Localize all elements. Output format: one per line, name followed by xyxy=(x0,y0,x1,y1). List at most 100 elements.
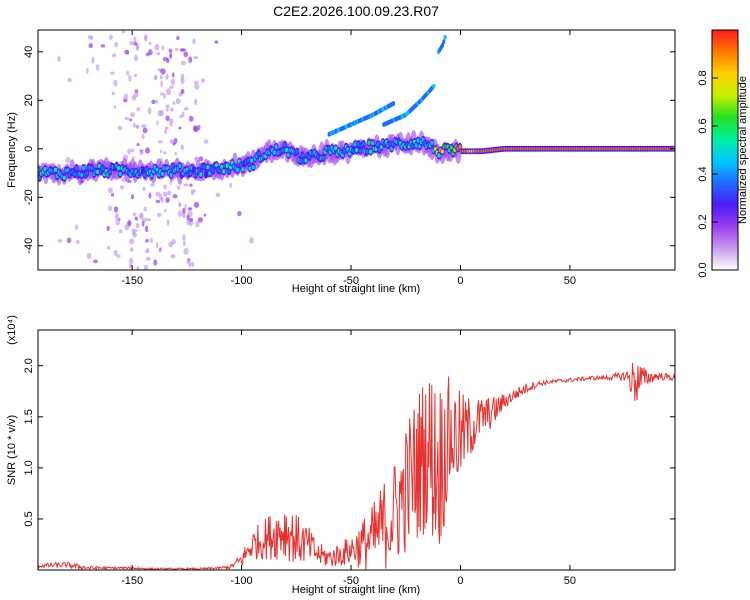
heatmap-ridge-blob xyxy=(251,165,255,170)
heatmap-noise-blob xyxy=(177,210,183,218)
heatmap-noise-blob xyxy=(132,122,136,128)
heatmap-noise-blob xyxy=(163,184,167,190)
heatmap-noise-blob xyxy=(111,91,115,96)
heatmap-noise-blob xyxy=(198,156,204,162)
heatmap-noise-blob xyxy=(113,206,119,213)
heatmap-noise-blob xyxy=(109,71,115,75)
heatmap-noise-blob xyxy=(172,194,178,199)
heatmap-noise-blob xyxy=(146,218,152,222)
heatmap-harmonic-blob xyxy=(442,39,446,45)
heatmap-noise-blob xyxy=(114,41,119,48)
heatmap-noise-blob xyxy=(193,98,198,106)
heatmap-noise-blob xyxy=(165,108,169,112)
heatmap-noise-blob xyxy=(192,189,196,193)
spectrogram-y-ticks: -40 -20 0 20 40 xyxy=(23,46,675,254)
heatmap-noise-blob xyxy=(155,191,161,197)
heatmap-noise-blob xyxy=(132,228,138,233)
heatmap-noise-blob xyxy=(136,142,140,147)
heatmap-noise-blob xyxy=(156,120,159,126)
spectrogram-x-ticks: -150 -100 -50 0 50 xyxy=(121,30,576,287)
heatmap-noise-blob xyxy=(130,194,135,200)
spectrogram-panel: -150 -100 -50 0 50 -40 -20 0 20 40 Height of str… xyxy=(6,29,676,295)
x-tick-label: -150 xyxy=(121,575,143,587)
heatmap-noise-blob xyxy=(133,73,138,78)
heatmap-ridge-blob xyxy=(248,166,252,171)
heatmap-noise-blob xyxy=(148,49,153,56)
y-tick-label: 40 xyxy=(23,46,35,58)
heatmap-noise-blob xyxy=(189,217,194,222)
heatmap-noise-blob xyxy=(180,144,184,151)
heatmap-noise-blob xyxy=(130,112,135,118)
heatmap-noise-blob xyxy=(156,52,161,56)
x-tick-label: 50 xyxy=(564,275,576,287)
heatmap-harmonic-blob xyxy=(432,83,436,89)
heatmap-noise-blob xyxy=(139,213,144,219)
y-tick-label: 20 xyxy=(23,94,35,106)
heatmap-noise-blob xyxy=(165,104,170,109)
x-tick-label: 50 xyxy=(564,575,576,587)
heatmap-noise-blob xyxy=(127,219,132,226)
spectrogram-marks xyxy=(38,30,675,270)
snr-series-line xyxy=(38,362,675,570)
heatmap-noise-blob xyxy=(168,48,173,53)
heatmap-noise-blob xyxy=(169,139,174,144)
y-tick-label: 1.0 xyxy=(23,460,35,475)
heatmap-ridge-blob xyxy=(97,163,101,169)
heatmap-noise-blob xyxy=(129,118,133,122)
colorbar-bar xyxy=(711,29,739,271)
heatmap-noise-blob xyxy=(149,238,154,244)
heatmap-noise-blob xyxy=(164,129,168,135)
heatmap-ridge-blob xyxy=(108,169,112,175)
heatmap-noise-blob xyxy=(120,184,125,190)
heatmap-noise-blob xyxy=(159,75,163,80)
snr-panel: -150 -100 -50 0 50 0.5 1.0 1.5 2.0 Height of st… xyxy=(6,315,676,596)
spectrogram-frame xyxy=(37,29,676,271)
heatmap-noise-blob xyxy=(142,186,146,191)
heatmap-noise-blob xyxy=(113,79,118,87)
heatmap-ridge-blob xyxy=(222,169,226,174)
heatmap-noise-blob xyxy=(141,124,147,128)
heatmap-noise-blob xyxy=(183,240,186,247)
heatmap-ridge-blob xyxy=(206,165,210,170)
heatmap-ridge-blob xyxy=(281,148,285,153)
heatmap-noise-blob xyxy=(124,49,130,55)
heatmap-harmonic-blob xyxy=(391,101,396,106)
heatmap-noise-blob xyxy=(192,125,198,132)
heatmap-noise-blob xyxy=(159,193,163,201)
heatmap-noise-blob xyxy=(176,185,181,191)
heatmap-noise-blob xyxy=(193,80,199,85)
colorbar-tick-label: 0.0 xyxy=(697,262,709,277)
y-tick-label: 1.5 xyxy=(23,409,35,424)
heatmap-noise-blob xyxy=(106,225,110,232)
heatmap-noise-blob xyxy=(229,182,233,189)
heatmap-noise-blob xyxy=(86,67,89,74)
heatmap-noise-blob xyxy=(169,52,173,59)
heatmap-noise-blob xyxy=(169,85,174,89)
heatmap-noise-blob xyxy=(57,239,63,243)
heatmap-noise-blob xyxy=(168,241,174,248)
heatmap-noise-blob xyxy=(189,183,193,187)
heatmap-ridge-blob xyxy=(188,171,192,176)
snr-x-label: Height of straight line (km) xyxy=(292,584,420,596)
heatmap-noise-blob xyxy=(134,89,139,94)
heatmap-noise-blob xyxy=(128,75,132,82)
heatmap-noise-blob xyxy=(154,99,159,104)
heatmap-noise-blob xyxy=(188,115,194,122)
heatmap-noise-blob xyxy=(129,238,135,245)
heatmap-ridge-blob xyxy=(178,163,182,169)
heatmap-noise-blob xyxy=(66,237,72,244)
heatmap-ridge-blob xyxy=(414,143,418,148)
heatmap-noise-blob xyxy=(191,261,195,268)
heatmap-noise-blob xyxy=(197,124,201,131)
heatmap-ridge-blob xyxy=(351,148,355,154)
heatmap-noise-blob xyxy=(116,254,121,258)
heatmap-ridge-blob xyxy=(285,147,289,153)
chart-title: C2E2.2026.100.09.23.R07 xyxy=(273,3,439,19)
heatmap-noise-blob xyxy=(76,239,80,245)
heatmap-noise-blob xyxy=(187,207,193,211)
heatmap-noise-blob xyxy=(117,125,123,131)
heatmap-noise-blob xyxy=(134,216,139,221)
heatmap-ridge-blob xyxy=(257,151,261,156)
heatmap-noise-blob xyxy=(155,199,161,204)
